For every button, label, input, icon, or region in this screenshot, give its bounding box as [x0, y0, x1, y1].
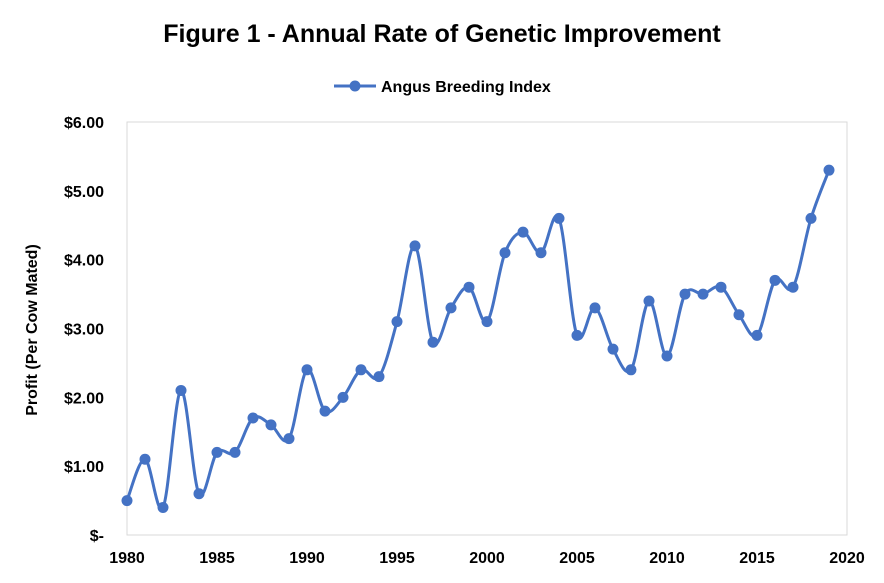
legend-series-label: Angus Breeding Index — [381, 79, 551, 96]
data-point — [715, 281, 727, 293]
data-point — [661, 350, 673, 362]
legend: Angus Breeding Index — [334, 79, 551, 96]
x-tick-label: 2000 — [469, 550, 505, 567]
data-point — [247, 412, 259, 424]
data-point — [517, 226, 529, 238]
data-point — [751, 329, 763, 341]
y-axis-ticks: $- $1.00 $2.00 $3.00 $4.00 $5.00 $6.00 — [64, 115, 104, 545]
y-tick-label: $5.00 — [64, 184, 104, 201]
data-point — [607, 343, 619, 355]
y-tick-label: $2.00 — [64, 390, 104, 407]
data-point — [319, 405, 331, 417]
x-tick-label: 1990 — [289, 550, 325, 567]
data-point — [211, 446, 223, 458]
data-point — [733, 309, 745, 321]
data-point — [463, 281, 475, 293]
data-point — [445, 302, 457, 314]
data-point — [787, 281, 799, 293]
data-point — [589, 302, 601, 314]
legend-series-marker — [349, 80, 361, 92]
data-point — [769, 274, 781, 286]
x-tick-label: 1985 — [199, 550, 235, 567]
data-point — [409, 240, 421, 252]
y-tick-label: $6.00 — [64, 115, 104, 132]
data-point — [121, 495, 133, 507]
data-point — [265, 419, 277, 431]
data-point — [535, 247, 547, 259]
data-point — [697, 288, 709, 300]
data-point — [373, 371, 385, 383]
chart-title: Figure 1 - Annual Rate of Genetic Improv… — [163, 20, 721, 48]
data-point — [499, 247, 511, 259]
series-layer — [121, 164, 835, 513]
y-tick-label: $1.00 — [64, 459, 104, 476]
y-tick-label: $4.00 — [64, 253, 104, 270]
data-point — [301, 364, 313, 376]
x-tick-label: 2005 — [559, 550, 595, 567]
y-axis-label: Profit (Per Cow Mated) — [24, 244, 41, 416]
x-tick-label: 1995 — [379, 550, 415, 567]
data-point — [175, 384, 187, 396]
data-point — [553, 212, 565, 224]
x-tick-label: 1980 — [109, 550, 145, 567]
data-point — [823, 164, 835, 176]
x-tick-label: 2015 — [739, 550, 775, 567]
data-point — [571, 329, 583, 341]
data-point — [283, 433, 295, 445]
y-tick-label: $3.00 — [64, 322, 104, 339]
data-point — [337, 391, 349, 403]
data-point — [481, 316, 493, 328]
data-point — [229, 446, 241, 458]
data-point — [157, 501, 169, 513]
data-point — [643, 295, 655, 307]
data-point — [193, 488, 205, 500]
x-tick-label: 2010 — [649, 550, 685, 567]
data-point — [427, 336, 439, 348]
series-line — [125, 168, 831, 511]
x-tick-label: 2020 — [829, 550, 865, 567]
data-point — [805, 212, 817, 224]
data-point — [139, 453, 151, 465]
y-tick-label: $- — [90, 528, 104, 545]
plot-area-frame — [126, 121, 848, 536]
data-point — [391, 316, 403, 328]
data-point — [625, 364, 637, 376]
data-point — [679, 288, 691, 300]
data-point — [355, 364, 367, 376]
x-axis-ticks: 1980 1985 1990 1995 2000 2005 2010 2015 2020 — [109, 550, 865, 567]
